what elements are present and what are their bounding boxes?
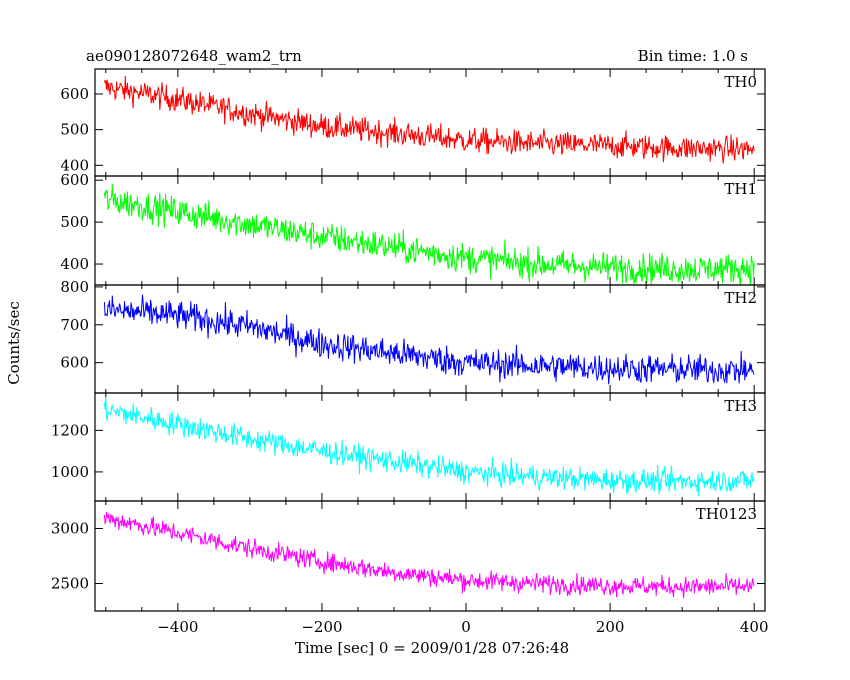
series-line-th2 xyxy=(103,294,755,385)
y-tick-label: 800 xyxy=(60,278,89,296)
y-tick-label: 1000 xyxy=(51,463,89,481)
panel-th0123: 2500 3000 TH0123 xyxy=(51,500,766,612)
x-tick-label: 400 xyxy=(740,618,769,636)
panel-frame xyxy=(94,68,766,177)
y-tick-label: 400 xyxy=(60,156,89,174)
x-tick-label: 200 xyxy=(596,618,625,636)
x-tick-label: 0 xyxy=(461,618,471,636)
x-axis-title: Time [sec] 0 = 2009/01/28 07:26:48 xyxy=(295,639,569,657)
series-line-th0123 xyxy=(103,511,755,599)
y-axis-title: Counts/sec xyxy=(5,301,23,385)
y-tick-label: 700 xyxy=(60,316,89,334)
y-tick-label: 400 xyxy=(60,255,89,273)
series-label: TH1 xyxy=(724,180,757,198)
y-tick-label: 1200 xyxy=(51,421,89,439)
panel-frame xyxy=(94,500,766,612)
panel-th1: 400 500 600 TH1 xyxy=(60,171,766,286)
y-tick-label: 600 xyxy=(60,354,89,372)
series-line-th3 xyxy=(103,396,755,497)
bin-time-label: Bin time: 1.0 s xyxy=(638,47,748,65)
series-label: TH0 xyxy=(724,73,757,91)
x-tick-label: −200 xyxy=(301,618,342,636)
series-label: TH2 xyxy=(724,289,757,307)
series-line-th0 xyxy=(103,75,755,164)
series-label: TH3 xyxy=(724,397,757,415)
y-tick-label: 3000 xyxy=(51,520,89,538)
panel-frame xyxy=(94,392,766,502)
panel-th3: 1000 1200 TH3 xyxy=(51,392,766,502)
y-tick-label: 500 xyxy=(60,213,89,231)
y-tick-label: 600 xyxy=(60,85,89,103)
series-line-th1 xyxy=(103,183,755,285)
series-label: TH0123 xyxy=(696,505,757,523)
y-tick-label: 2500 xyxy=(51,575,89,593)
chart-title: ae090128072648_wam2_trn xyxy=(86,47,302,65)
y-tick-label: 500 xyxy=(60,121,89,139)
panel-th0: 400 500 600 TH0 xyxy=(60,68,766,177)
panel-th2: 600 700 800 TH2 xyxy=(60,278,766,394)
panel-frame xyxy=(94,284,766,394)
x-tick-label: −400 xyxy=(157,618,198,636)
y-tick-label: 600 xyxy=(60,171,89,189)
x-axis: −400 −200 0 200 400 xyxy=(157,618,768,636)
panels-group: 400 500 600 TH0 400 500 600 TH1 600 700 800 TH2 1000… xyxy=(51,68,766,612)
